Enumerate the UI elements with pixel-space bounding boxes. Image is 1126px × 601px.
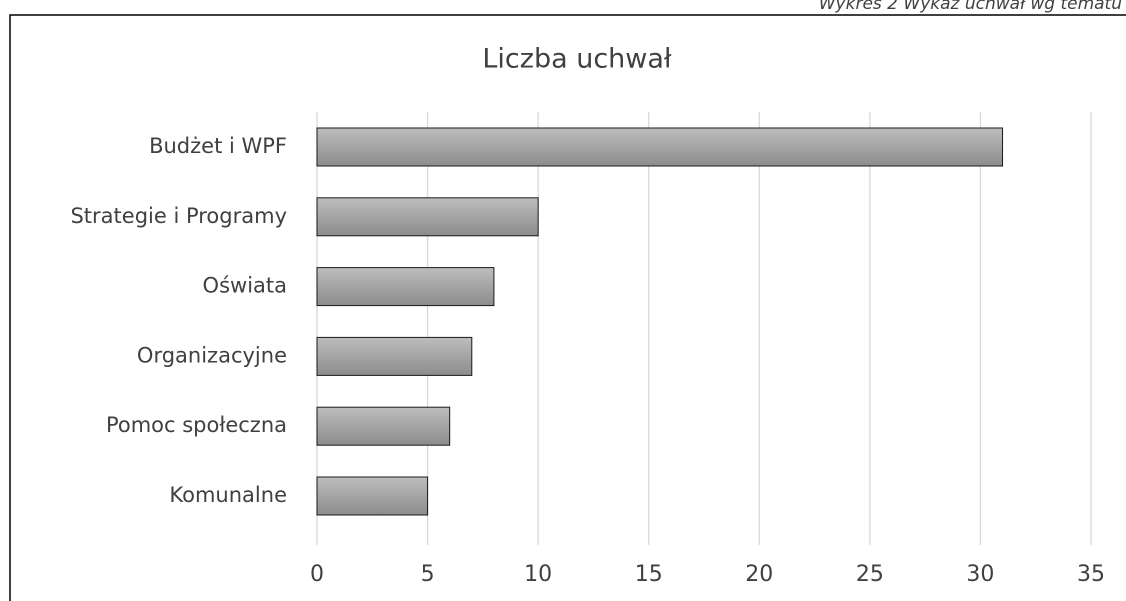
y-tick-label: Strategie i Programy	[70, 204, 287, 228]
bar	[316, 406, 451, 446]
caption: Wykres 2 Wykaz uchwał wg tematu	[819, 0, 1122, 14]
y-tick-label: Komunalne	[169, 483, 287, 507]
y-tick-label: Oświata	[203, 274, 287, 298]
y-tick-label: Budżet i WPF	[149, 134, 287, 158]
x-tick-label: 15	[635, 562, 663, 587]
bar	[316, 336, 473, 376]
y-tick-label: Organizacyjne	[137, 343, 287, 367]
chart-frame	[9, 14, 1126, 601]
x-tick-label: 5	[421, 562, 435, 587]
x-tick-label: 20	[745, 562, 773, 587]
bar	[316, 267, 495, 307]
x-tick-label: 30	[966, 562, 994, 587]
bar	[316, 197, 539, 237]
chart-title: Liczba uchwał	[482, 44, 672, 75]
bar	[316, 476, 429, 516]
y-tick-label: Pomoc społeczna	[106, 413, 287, 437]
x-tick-label: 10	[524, 562, 552, 587]
x-tick-label: 35	[1077, 562, 1105, 587]
x-tick-label: 25	[856, 562, 884, 587]
x-tick-label: 0	[310, 562, 324, 587]
bar	[316, 127, 1004, 167]
